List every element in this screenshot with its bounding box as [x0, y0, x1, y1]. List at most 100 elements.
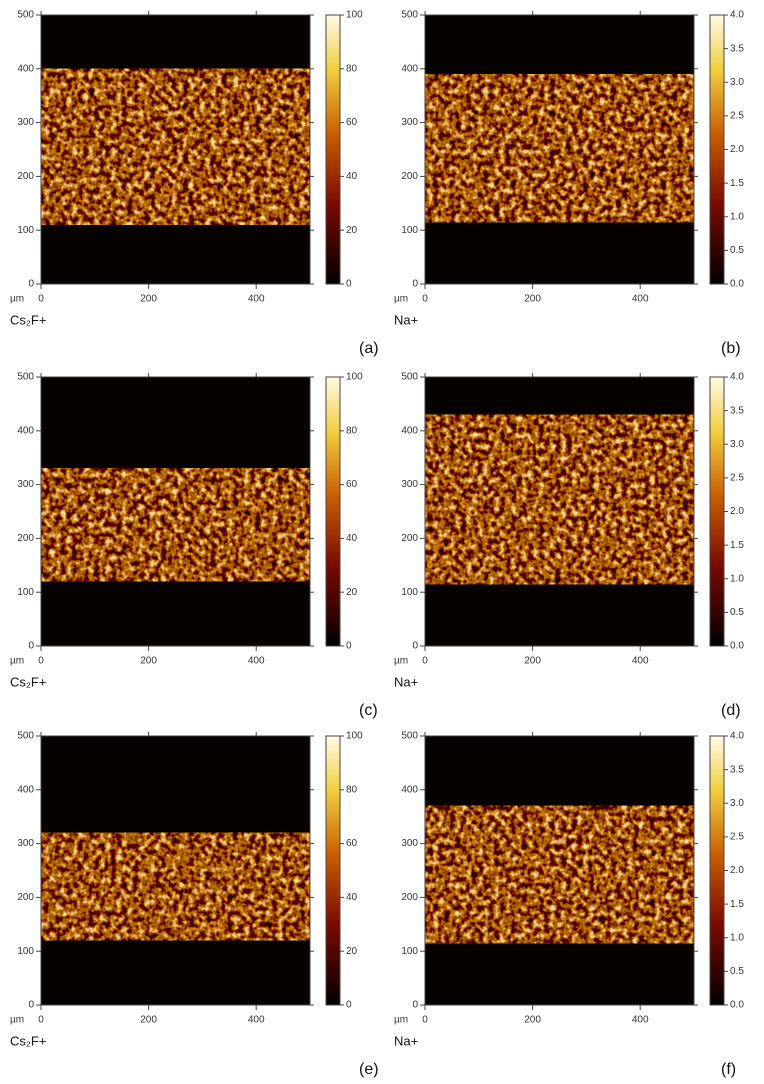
y-tick-label: 200: [401, 171, 418, 182]
colorbar-tick-label: 2.0: [730, 865, 744, 876]
colorbar-tick-label: 0: [346, 1000, 352, 1011]
x-tick-label: 400: [632, 294, 649, 305]
y-tick-label: 100: [401, 946, 418, 957]
colorbar-tick-label: 0.5: [730, 607, 744, 618]
colorbar-tick-label: 1.0: [730, 932, 744, 943]
ion-label: Cs₂F+: [10, 1033, 46, 1048]
colorbar-tick-label: 0.0: [730, 641, 744, 652]
panel-label: (b): [721, 340, 741, 357]
x-tick-label: 0: [38, 656, 44, 667]
x-tick-label: 400: [632, 1015, 649, 1026]
y-tick-label: 400: [17, 63, 34, 74]
ion-label: Na+: [394, 312, 418, 327]
x-tick-label: 0: [38, 1015, 44, 1026]
colorbar-tick-label: 60: [346, 117, 358, 128]
colorbar-tick-label: 2.5: [730, 111, 744, 122]
y-tick-label: 200: [17, 533, 34, 544]
colorbar: [325, 735, 341, 1006]
colorbar-tick-label: 3.5: [730, 405, 744, 416]
colorbar-tick-label: 3.0: [730, 439, 744, 450]
colorbar-tick-label: 3.0: [730, 77, 744, 88]
colorbar-tick-label: 1.5: [730, 540, 744, 551]
x-tick-label: 400: [632, 656, 649, 667]
colorbar-tick-label: 2.5: [730, 473, 744, 484]
x-tick-label: 200: [524, 1015, 541, 1026]
y-tick-label: 300: [401, 117, 418, 128]
colorbar-tick-label: 0.0: [730, 279, 744, 290]
y-tick-label: 0: [412, 1000, 418, 1011]
colorbar-tick-label: 80: [346, 784, 358, 795]
ion-label: Na+: [394, 674, 418, 689]
frame: [40, 735, 311, 1006]
x-tick-label: 400: [248, 656, 265, 667]
colorbar-tick-label: 1.5: [730, 899, 744, 910]
colorbar-tick-label: 2.0: [730, 506, 744, 517]
x-tick-label: 200: [524, 656, 541, 667]
y-tick-label: 500: [17, 731, 34, 742]
colorbar-tick-label: 80: [346, 63, 358, 74]
x-tick-label: 400: [248, 1015, 265, 1026]
colorbar-tick-label: 4.0: [730, 10, 744, 21]
colorbar-tick-label: 3.5: [730, 43, 744, 54]
x-tick-label: 0: [422, 656, 428, 667]
x-tick-label: 0: [422, 1015, 428, 1026]
colorbar-tick-label: 80: [346, 425, 358, 436]
frame: [40, 376, 311, 647]
colorbar-tick-label: 100: [346, 731, 363, 742]
sample-region: [41, 832, 310, 941]
colorbar-tick-label: 100: [346, 10, 363, 21]
y-tick-label: 0: [412, 641, 418, 652]
colorbar-tick-label: 3.5: [730, 764, 744, 775]
colorbar-tick-label: 100: [346, 372, 363, 383]
colorbar-tick-label: 1.0: [730, 573, 744, 584]
colorbar-tick-label: 4.0: [730, 372, 744, 383]
y-tick-label: 300: [17, 117, 34, 128]
y-tick-label: 500: [401, 372, 418, 383]
frame: [424, 14, 695, 285]
colorbar: [325, 376, 341, 647]
y-tick-label: 500: [17, 10, 34, 21]
panel-label: (d): [721, 702, 741, 719]
y-tick-label: 500: [401, 10, 418, 21]
colorbar-tick-label: 2.0: [730, 144, 744, 155]
y-tick-label: 400: [17, 425, 34, 436]
colorbar-tick-label: 60: [346, 479, 358, 490]
y-tick-label: 400: [17, 784, 34, 795]
y-tick-label: 500: [17, 372, 34, 383]
colorbar-tick-label: 0.0: [730, 1000, 744, 1011]
unit-label: µm: [394, 294, 408, 305]
unit-label: µm: [10, 1015, 24, 1026]
y-tick-label: 0: [28, 1000, 34, 1011]
colorbar-tick-label: 0: [346, 641, 352, 652]
y-tick-label: 100: [401, 225, 418, 236]
colorbar-tick-label: 20: [346, 946, 358, 957]
y-tick-label: 300: [17, 838, 34, 849]
colorbar: [709, 735, 725, 1006]
colorbar-tick-label: 3.0: [730, 798, 744, 809]
y-tick-label: 100: [17, 225, 34, 236]
panel-label: (c): [359, 702, 378, 719]
colorbar-tick-label: 0: [346, 279, 352, 290]
y-tick-label: 100: [17, 946, 34, 957]
y-tick-label: 200: [401, 533, 418, 544]
y-tick-label: 100: [401, 587, 418, 598]
x-tick-label: 200: [140, 656, 157, 667]
x-tick-label: 200: [524, 294, 541, 305]
unit-label: µm: [10, 656, 24, 667]
colorbar-tick-label: 2.5: [730, 832, 744, 843]
ion-label: Cs₂F+: [10, 674, 46, 689]
colorbar-tick-label: 40: [346, 892, 358, 903]
unit-label: µm: [10, 294, 24, 305]
colorbar-tick-label: 20: [346, 587, 358, 598]
x-tick-label: 200: [140, 294, 157, 305]
frame: [424, 735, 695, 1006]
x-tick-label: 200: [140, 1015, 157, 1026]
colorbar-tick-label: 60: [346, 838, 358, 849]
sample-region: [41, 468, 310, 582]
y-tick-label: 100: [17, 587, 34, 598]
y-tick-label: 0: [28, 279, 34, 290]
unit-label: µm: [394, 1015, 408, 1026]
ion-label: Na+: [394, 1033, 418, 1048]
y-tick-label: 400: [401, 425, 418, 436]
